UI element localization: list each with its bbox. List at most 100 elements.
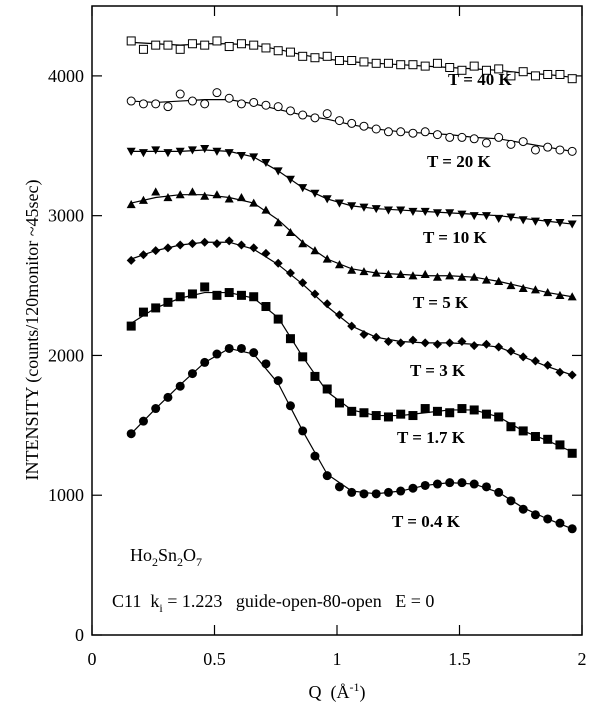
data-point <box>506 496 516 506</box>
data-point <box>285 47 295 57</box>
data-point <box>224 93 234 103</box>
data-point <box>445 132 455 142</box>
data-point <box>212 190 222 199</box>
data-point <box>236 99 246 109</box>
data-point <box>200 99 210 109</box>
plot-frame <box>91 5 583 636</box>
data-point <box>126 147 136 156</box>
fit-curve <box>130 347 573 530</box>
data-point <box>175 89 185 99</box>
x-label-sup: -1 <box>350 680 360 694</box>
data-point <box>408 271 418 280</box>
data-point <box>371 58 381 68</box>
formula-sub: 7 <box>196 555 202 569</box>
data-point <box>420 269 430 278</box>
data-point <box>396 409 406 419</box>
data-point <box>138 416 148 426</box>
instrument-part: C11 k <box>112 591 159 611</box>
data-point <box>396 60 406 70</box>
data-point <box>322 384 332 394</box>
data-point <box>163 149 173 158</box>
data-point <box>506 281 516 290</box>
data-point <box>481 482 491 492</box>
data-point <box>432 272 442 281</box>
data-point <box>273 46 283 56</box>
data-point <box>285 106 295 116</box>
data-point <box>334 199 344 208</box>
data-point <box>212 36 222 46</box>
data-point <box>371 411 381 421</box>
data-point <box>481 138 491 148</box>
data-point <box>567 448 577 458</box>
data-point <box>359 57 369 67</box>
data-point <box>445 338 455 348</box>
data-point <box>383 336 393 346</box>
data-point <box>396 338 406 348</box>
data-point <box>555 69 565 79</box>
data-point <box>555 518 565 528</box>
data-point <box>408 483 418 493</box>
data-point <box>506 422 516 432</box>
data-point <box>273 102 283 112</box>
data-point <box>457 404 467 414</box>
data-point <box>163 102 173 112</box>
data-point <box>432 130 442 140</box>
y-tick-label: 0 <box>75 625 84 645</box>
data-point <box>518 137 528 147</box>
data-point <box>249 40 259 50</box>
data-point <box>445 478 455 488</box>
data-point <box>200 357 210 367</box>
data-point <box>432 479 442 489</box>
data-point <box>126 429 136 439</box>
data-point <box>408 335 418 345</box>
data-point <box>334 482 344 492</box>
data-point <box>481 339 491 349</box>
data-point <box>494 412 504 422</box>
data-point <box>420 127 430 137</box>
data-point <box>224 236 234 246</box>
data-point <box>138 149 148 158</box>
data-point <box>249 153 259 162</box>
data-point <box>469 479 479 489</box>
data-point <box>445 63 455 73</box>
data-point <box>151 187 161 196</box>
data-point <box>494 64 504 74</box>
data-point <box>310 451 320 461</box>
x-tick-label: 1 <box>333 649 342 669</box>
data-point <box>530 432 540 442</box>
series-label: T = 3 K <box>410 361 466 380</box>
x-tick-label: 1.5 <box>448 649 471 669</box>
data-point <box>187 96 197 106</box>
data-point <box>445 209 455 218</box>
data-point <box>457 272 467 281</box>
data-point <box>383 206 393 215</box>
data-point <box>138 44 148 54</box>
data-point <box>273 167 283 176</box>
data-point <box>138 307 148 317</box>
data-point <box>298 278 308 288</box>
data-point <box>126 255 136 265</box>
series-label: T = 20 K <box>427 152 491 171</box>
data-point <box>359 121 369 131</box>
data-point <box>555 145 565 155</box>
data-point <box>506 213 516 222</box>
data-point <box>138 99 148 109</box>
data-point <box>371 332 381 342</box>
data-point <box>347 202 357 211</box>
data-point <box>347 56 357 66</box>
data-point <box>298 426 308 436</box>
data-point <box>371 268 381 277</box>
data-point <box>347 265 357 274</box>
formula-sub: 2 <box>152 555 158 569</box>
data-point <box>408 60 418 70</box>
data-point <box>224 343 234 353</box>
data-point <box>236 192 246 202</box>
data-point <box>432 406 442 416</box>
data-point <box>224 194 234 203</box>
data-point <box>236 290 246 300</box>
data-point <box>469 212 479 221</box>
data-point <box>310 189 320 198</box>
data-point <box>249 348 259 358</box>
data-point <box>261 205 271 214</box>
data-point <box>175 190 185 199</box>
